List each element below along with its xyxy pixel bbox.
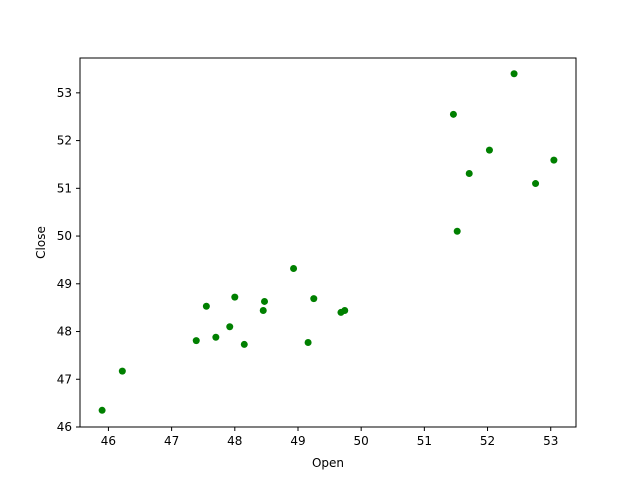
x-tick-label: 48: [227, 434, 242, 448]
data-point: [532, 180, 540, 188]
x-axis-ticks: 46 47 48 49 50 51 52 53: [101, 427, 558, 448]
y-tick-label: 48: [57, 325, 72, 339]
y-tick-label: 46: [57, 420, 72, 434]
x-tick-label: 49: [290, 434, 305, 448]
data-point: [510, 70, 518, 78]
y-axis-label: Close: [34, 226, 48, 259]
x-tick-label: 52: [480, 434, 495, 448]
x-tick-label: 46: [101, 434, 116, 448]
y-tick-label: 53: [57, 86, 72, 100]
y-tick-label: 50: [57, 229, 72, 243]
y-tick-label: 52: [57, 134, 72, 148]
data-point: [231, 293, 239, 301]
data-point: [290, 265, 298, 273]
x-axis-label: Open: [312, 456, 344, 470]
x-tick-label: 51: [417, 434, 432, 448]
data-point: [98, 406, 106, 414]
x-tick-label: 47: [164, 434, 179, 448]
data-point: [341, 307, 349, 315]
data-point: [226, 323, 234, 331]
data-point: [261, 297, 268, 305]
x-tick-label: 53: [543, 434, 558, 448]
data-point: [453, 227, 461, 235]
data-point: [310, 295, 318, 303]
y-axis-ticks: 46 47 48 49 50 51 52 53: [57, 86, 80, 434]
data-point: [259, 307, 267, 315]
data-point: [485, 146, 493, 154]
data-point: [202, 302, 210, 310]
data-point: [240, 340, 248, 348]
y-tick-label: 47: [57, 372, 72, 386]
data-point: [304, 339, 312, 347]
data-point: [550, 156, 558, 164]
y-tick-label: 49: [57, 277, 72, 291]
points-layer: [98, 70, 558, 414]
x-tick-label: 50: [354, 434, 369, 448]
data-point: [192, 337, 200, 345]
data-point: [118, 367, 126, 375]
y-tick-label: 51: [57, 181, 72, 195]
data-point: [449, 110, 457, 118]
plot-frame: [79, 57, 577, 428]
data-point: [465, 170, 473, 178]
data-point: [212, 333, 220, 341]
